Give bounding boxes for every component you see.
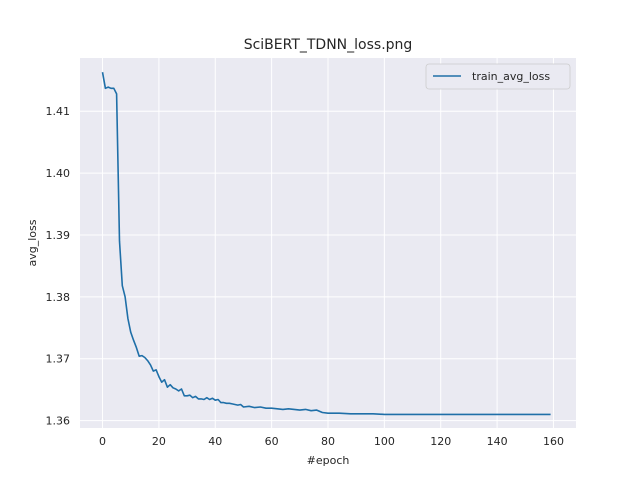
x-tick-label: 140 — [487, 435, 508, 448]
y-tick-label: 1.40 — [46, 167, 71, 180]
x-tick-label: 100 — [374, 435, 395, 448]
x-tick-label: 120 — [430, 435, 451, 448]
legend-box — [425, 63, 571, 90]
tick-labels: 0 20 40 60 80 100 120 140 160 1.36 1.37 1.38 1.39 1.4… — [46, 105, 564, 448]
x-tick-label: 60 — [265, 435, 279, 448]
x-tick-label: 160 — [543, 435, 564, 448]
x-tick-label: 0 — [99, 435, 106, 448]
chart-title: SciBERT_TDNN_loss.png — [244, 37, 413, 53]
x-tick-label: 40 — [208, 435, 222, 448]
x-axis-label: #epoch — [307, 454, 350, 467]
series-line-train-avg-loss — [101, 72, 551, 416]
y-tick-label: 1.36 — [46, 415, 71, 428]
y-tick-label: 1.37 — [46, 353, 71, 366]
y-tick-label: 1.38 — [46, 291, 71, 304]
grid — [80, 58, 576, 428]
y-tick-label: 1.39 — [46, 229, 71, 242]
y-axis-label: avg_loss — [26, 219, 39, 266]
legend: train_avg_loss — [425, 63, 571, 90]
x-tick-label: 80 — [321, 435, 335, 448]
legend-label: train_avg_loss — [472, 70, 550, 83]
x-tick-label: 20 — [152, 435, 166, 448]
y-tick-label: 1.41 — [46, 105, 71, 118]
